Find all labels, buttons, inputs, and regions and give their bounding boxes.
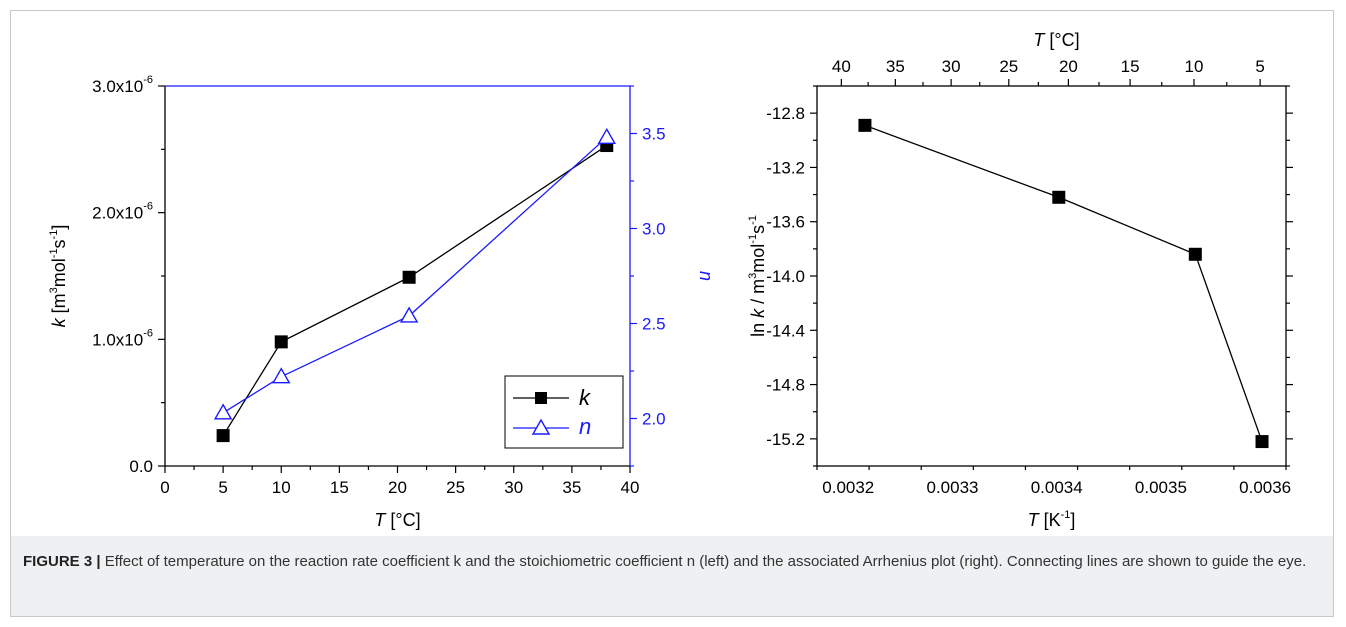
x-tick-label: 30 <box>504 478 523 497</box>
top-x-tick-label: 40 <box>832 57 851 76</box>
caption-box: FIGURE 3 | Effect of temperature on the … <box>10 536 1334 617</box>
caption-text: Effect of temperature on the reaction ra… <box>100 553 1307 570</box>
right-y-axis-title: n <box>696 271 716 281</box>
arrhenius-point <box>1255 435 1269 449</box>
x-tick-label: 15 <box>330 478 349 497</box>
arrhenius-point <box>1188 247 1202 261</box>
top-x-tick-label: 5 <box>1255 57 1264 76</box>
left-y-axis-title: k [m3mol-1s-1] <box>48 225 69 328</box>
legend-k-label: k <box>579 385 591 410</box>
top-x-axis-title: T [°C] <box>1033 30 1079 50</box>
right-y-tick-label: 3.0 <box>642 220 666 239</box>
y-tick-label: -14.8 <box>766 376 805 395</box>
x-tick-label: 5 <box>218 478 227 497</box>
figure-caption: FIGURE 3 | Effect of temperature on the … <box>23 551 1323 572</box>
arrhenius-point <box>1052 190 1066 204</box>
plot-frame <box>816 85 1287 467</box>
left-y-tick-label: 3.0x10-6 <box>92 74 153 96</box>
series-k-point <box>274 335 288 349</box>
series-n-point <box>597 127 616 145</box>
top-x-tick-label: 30 <box>942 57 961 76</box>
legend-k-marker <box>535 392 547 404</box>
series-n-point <box>213 403 233 420</box>
series-n-point <box>399 306 419 323</box>
top-x-tick-label: 35 <box>886 57 905 76</box>
top-x-tick-label: 15 <box>1121 57 1140 76</box>
series-k-point <box>402 270 416 284</box>
top-x-tick-label: 25 <box>999 57 1018 76</box>
series-n-line <box>222 136 608 414</box>
x-tick-label: 0.0033 <box>926 478 978 497</box>
legend-n-label: n <box>579 414 591 439</box>
legend-box <box>504 375 624 449</box>
arrhenius-line <box>864 124 1263 442</box>
x-axis-title: T [°C] <box>374 510 420 530</box>
caption-label: FIGURE 3 | <box>23 553 101 570</box>
left-y-tick-label: 1.0x10-6 <box>92 327 153 349</box>
x-tick-label: 40 <box>621 478 640 497</box>
y-tick-label: -15.2 <box>766 430 805 449</box>
top-x-tick-label: 10 <box>1185 57 1204 76</box>
figure-frame <box>10 10 1334 617</box>
y-tick-label: -13.2 <box>766 158 805 177</box>
left-y-tick-label: 2.0x10-6 <box>92 201 153 223</box>
left-chart: 0 5 10 15 20 25 30 35 40 0.0 1.0x10-6 2.0x10-6 3.0x1… <box>48 74 716 530</box>
y-axis-title: ln k / m3mol-1s-1 <box>747 215 768 337</box>
right-y-tick-label: 2.0 <box>642 410 666 429</box>
series-n-point <box>272 367 291 384</box>
arrhenius-point <box>858 118 872 132</box>
left-y-tick-label: 0.0 <box>129 457 153 476</box>
top-x-tick-label: 20 <box>1059 57 1078 76</box>
series-k-point <box>216 429 230 443</box>
y-tick-label: -13.6 <box>766 213 805 232</box>
legend-n-marker <box>531 418 551 435</box>
y-tick-label: -14.0 <box>766 267 805 286</box>
x-tick-label: 10 <box>272 478 291 497</box>
right-y-tick-label: 2.5 <box>642 315 666 334</box>
x-tick-label: 20 <box>388 478 407 497</box>
x-tick-label: 35 <box>562 478 581 497</box>
y-tick-label: -12.8 <box>766 104 805 123</box>
right-chart: 0.0032 0.0033 0.0034 0.0035 0.0036 40 35 30 25 20… <box>747 30 1293 530</box>
y-tick-label: -14.4 <box>766 321 805 340</box>
x-tick-label: 0.0035 <box>1135 478 1187 497</box>
x-axis-title: T [K-1] <box>1028 509 1076 530</box>
x-tick-label: 25 <box>446 478 465 497</box>
x-tick-label: 0.0036 <box>1239 478 1291 497</box>
series-k-line <box>222 144 608 436</box>
x-tick-label: 0.0034 <box>1031 478 1083 497</box>
right-y-tick-label: 3.5 <box>642 125 666 144</box>
x-tick-label: 0.0032 <box>822 478 874 497</box>
x-tick-label: 0 <box>160 478 169 497</box>
